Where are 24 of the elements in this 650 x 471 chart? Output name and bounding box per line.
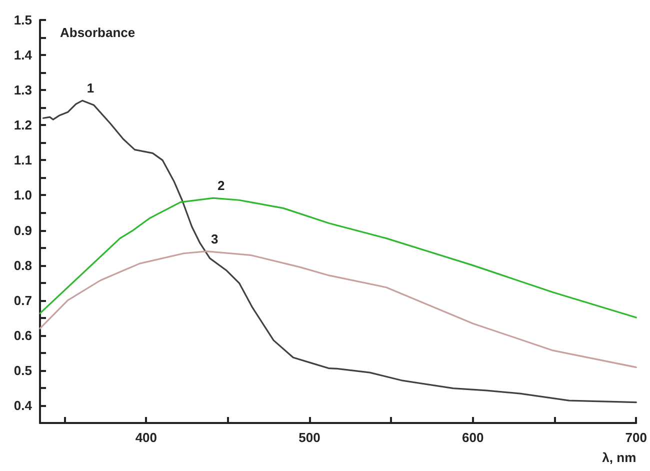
x-axis-title: λ, nm [602, 450, 636, 465]
y-tick-label: 0.6 [14, 328, 32, 343]
x-tick-label: 700 [625, 430, 648, 445]
y-tick-label: 1.0 [14, 188, 32, 203]
y-tick-label: 1.5 [14, 12, 32, 28]
y-tick-label: 0.9 [14, 222, 32, 238]
y-axis-title: Absorbance [60, 25, 136, 40]
line-series [39, 250, 637, 368]
x-tick-label: 400 [135, 430, 158, 445]
y-tick-label: 1.3 [14, 82, 32, 98]
series-label: 1 [86, 80, 94, 96]
y-tick-label: 1.4 [14, 48, 33, 63]
y-tick-label: 1.2 [14, 118, 32, 133]
y-tick-label: 0.7 [14, 292, 32, 308]
series-label: 3 [210, 231, 218, 246]
x-tick-label: 600 [462, 430, 484, 445]
y-tick-label: 0.5 [14, 362, 32, 378]
line-series [42, 100, 637, 404]
y-tick-label: 1.1 [14, 152, 32, 168]
y-tick-label: 0.4 [14, 398, 33, 413]
series-label: 2 [218, 178, 225, 194]
x-tick-label: 500 [298, 430, 320, 445]
line-series [39, 197, 637, 318]
y-tick-label: 0.8 [14, 258, 32, 273]
